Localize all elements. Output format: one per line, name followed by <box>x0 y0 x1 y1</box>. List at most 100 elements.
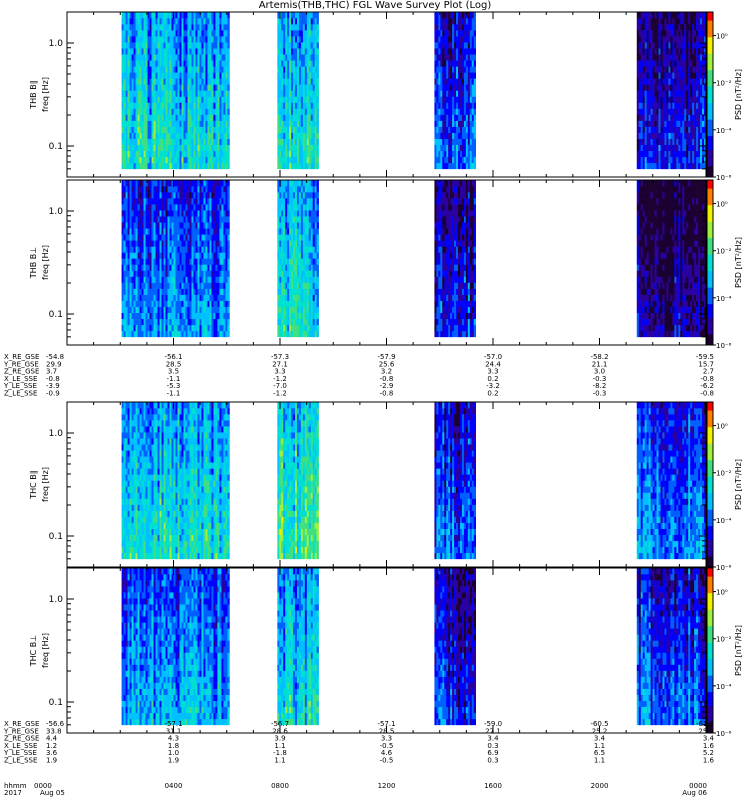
spectrogram-cell <box>143 42 146 49</box>
spectrogram-cell <box>195 222 198 229</box>
spectrogram-cell <box>666 102 669 109</box>
spectrogram-cell <box>702 138 705 146</box>
spectrogram-cell <box>664 96 667 103</box>
spectrogram-cell <box>467 138 471 146</box>
spectrogram-cell <box>644 18 647 25</box>
spectrogram-cell <box>465 42 469 49</box>
spectrogram-cell <box>181 114 184 121</box>
spectrogram-cell <box>223 330 226 338</box>
spectrogram-cell <box>129 186 132 193</box>
spectrogram-cell <box>217 306 220 314</box>
spectrogram-cell <box>181 204 184 211</box>
spectrogram-cell <box>306 24 310 31</box>
spectrogram-cell <box>165 306 168 314</box>
spectrogram-cell <box>227 288 230 295</box>
spectrogram-cell <box>209 192 212 199</box>
spectrogram-cell <box>161 282 164 289</box>
spectrogram-cell <box>459 60 463 67</box>
spectrogram-cell <box>642 114 645 121</box>
spectrogram-cell <box>175 42 178 49</box>
spectrogram-cell <box>181 36 184 43</box>
spectrogram-cell <box>147 306 150 314</box>
spectrogram-cell <box>141 324 144 332</box>
spectrogram-cell <box>129 24 132 31</box>
spectrogram-cell <box>177 252 180 259</box>
spectrogram-cell <box>169 126 172 133</box>
spectrogram-cell <box>197 330 200 338</box>
spectrogram-cell <box>197 108 200 115</box>
spectrogram-cell <box>203 276 206 283</box>
spectrogram-cell <box>310 30 314 37</box>
spectrogram-cell <box>133 288 136 295</box>
spectrogram-cell <box>298 114 302 121</box>
spectrogram-cell <box>434 84 437 91</box>
spectrogram-cell <box>698 138 701 146</box>
spectrogram-cell <box>145 192 148 199</box>
spectrogram-cell <box>153 264 156 271</box>
spectrogram-cell <box>149 72 152 79</box>
spectrogram-cell <box>688 24 691 31</box>
colorbar-segment <box>707 130 713 134</box>
spectrogram-cell <box>133 330 136 338</box>
spectrogram-cell <box>442 162 445 170</box>
spectrogram-cell <box>664 102 667 109</box>
spectrogram-cell <box>465 60 469 67</box>
spectrogram-cell <box>642 66 645 73</box>
spectrogram-cell <box>193 246 196 253</box>
spectrogram-cell <box>448 12 451 19</box>
spectrogram-cell <box>219 60 222 67</box>
spectrogram-cell <box>125 240 128 247</box>
spectrogram-cell <box>221 228 224 235</box>
spectrogram-cell <box>167 192 170 199</box>
spectrogram-cell <box>161 300 164 307</box>
spectrogram-cell <box>155 282 158 289</box>
spectrogram-cell <box>187 240 190 247</box>
spectrogram-cell <box>217 60 220 67</box>
spectrogram-cell <box>201 66 204 73</box>
spectrogram-cell <box>465 138 469 146</box>
spectrogram-cell <box>221 72 224 79</box>
spectrogram-cell <box>175 156 178 164</box>
spectrogram-cell <box>277 156 280 164</box>
spectrogram-cell <box>199 306 202 314</box>
spectrogram-cell <box>680 162 683 170</box>
spectrogram-cell <box>684 90 687 97</box>
spectrogram-cell <box>221 198 224 205</box>
spectrogram-cell <box>199 42 202 49</box>
spectrogram-cell <box>203 162 206 170</box>
spectrogram-cell <box>207 192 210 199</box>
spectrogram-cell <box>676 30 679 37</box>
spectrogram-cell <box>436 120 439 127</box>
spectrogram-cell <box>442 96 445 103</box>
spectrogram-cell <box>442 72 445 79</box>
spectrogram-cell <box>137 324 140 332</box>
spectrogram-cell <box>173 204 176 211</box>
spectrogram-cell <box>213 186 216 193</box>
spectrogram-cell <box>187 72 190 79</box>
spectrogram-cell <box>201 192 204 199</box>
spectrogram-cell <box>658 60 661 67</box>
spectrogram-cell <box>187 36 190 43</box>
spectrogram-cell <box>227 30 230 37</box>
spectrogram-cell <box>302 24 306 31</box>
spectrogram-cell <box>137 78 140 85</box>
spectrogram-cell <box>690 24 693 31</box>
spectrogram-cell <box>680 84 683 91</box>
spectrogram-cell <box>159 114 162 121</box>
spectrogram-cell <box>467 150 471 158</box>
spectrogram-cell <box>656 54 659 61</box>
spectrogram-cell <box>207 66 210 73</box>
spectrogram-cell <box>225 84 228 91</box>
spectrogram-cell <box>215 306 218 314</box>
spectrogram-cell <box>171 270 174 277</box>
spectrogram-cell <box>648 90 651 97</box>
spectrogram-cell <box>450 126 453 133</box>
spectrogram-cell <box>127 228 130 235</box>
colorbar-segment <box>707 138 713 142</box>
spectrogram-cell <box>179 288 182 295</box>
spectrogram-cell <box>213 282 216 289</box>
spectrogram-cell <box>648 24 651 31</box>
spectrogram-cell <box>141 198 144 205</box>
spectrogram-cell <box>684 18 687 25</box>
spectrogram-cell <box>123 30 126 37</box>
